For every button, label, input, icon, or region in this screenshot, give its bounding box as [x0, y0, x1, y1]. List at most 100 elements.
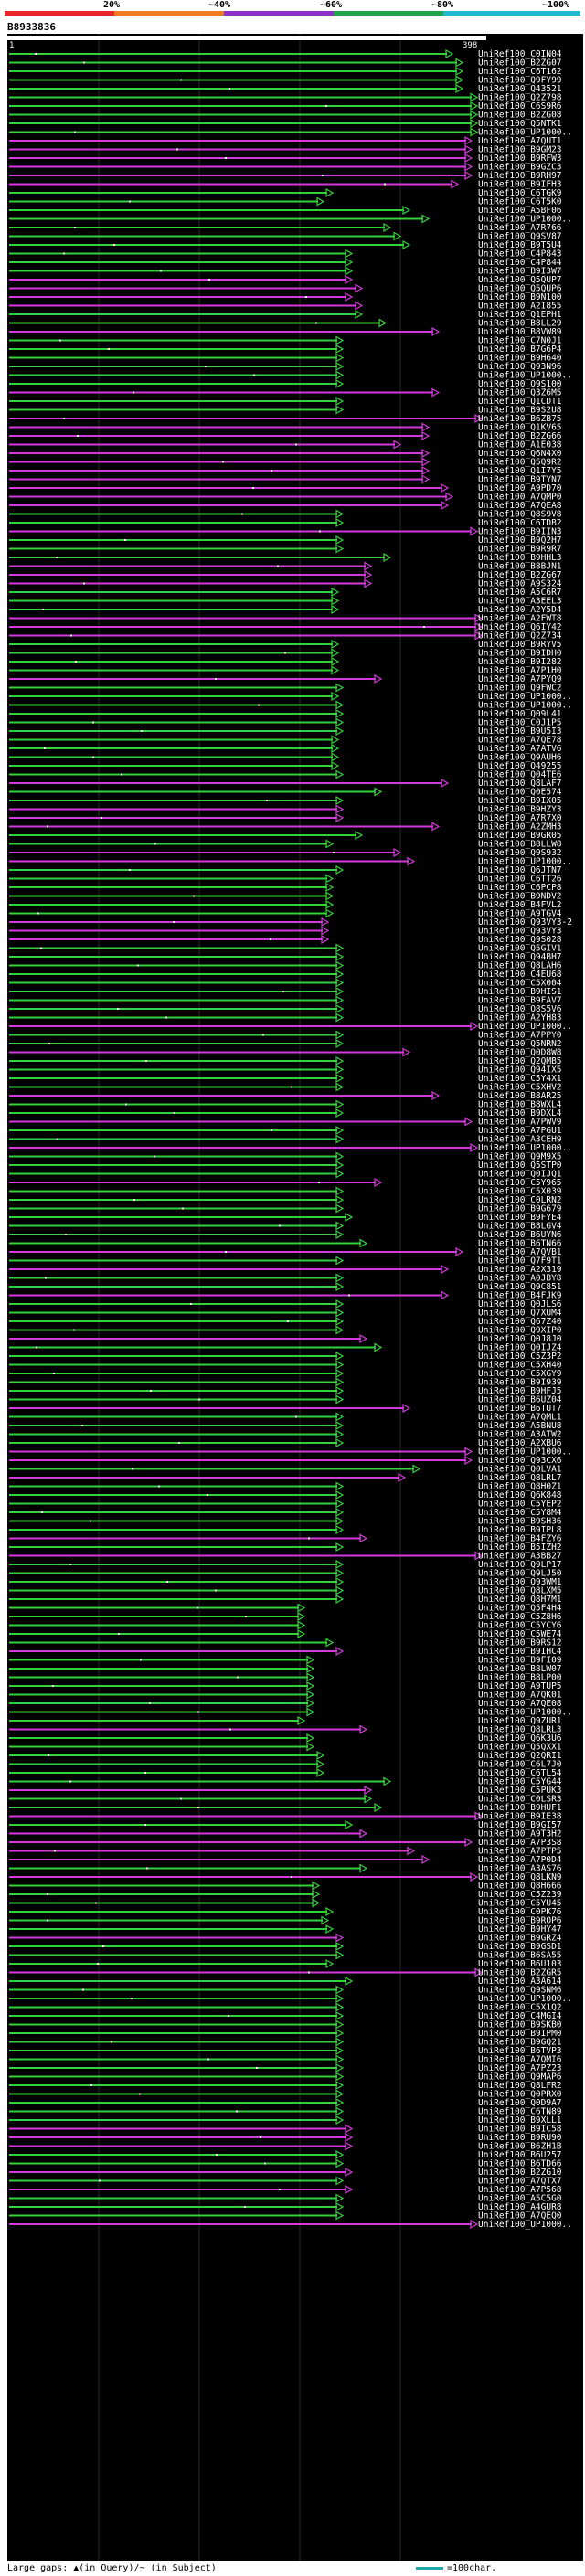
- hit-label[interactable]: UniRef100_A7QTX7: [478, 2177, 562, 2187]
- hit-row[interactable]: UniRef100_Q9FY99: [9, 75, 562, 86]
- hit-row[interactable]: UniRef100_A7QEA8: [9, 500, 562, 511]
- hit-row[interactable]: UniRef100_Q2QMB5: [9, 1055, 562, 1066]
- hit-label[interactable]: UniRef100_Q5STP0: [478, 1161, 562, 1171]
- hit-row[interactable]: UniRef100_B6TUT7: [9, 1403, 562, 1414]
- hit-row[interactable]: UniRef100_UP1000..: [9, 214, 572, 225]
- hit-label[interactable]: UniRef100_A1E038: [478, 440, 562, 451]
- hit-label[interactable]: UniRef100_Q2QMB5: [478, 1056, 562, 1066]
- hit-row[interactable]: UniRef100_Q93CX6: [9, 1455, 562, 1466]
- hit-label[interactable]: UniRef100_A9TGV4: [478, 909, 562, 919]
- hit-label[interactable]: UniRef100_B9RFW3: [478, 154, 562, 164]
- hit-row[interactable]: UniRef100_C5XGY9: [9, 1368, 562, 1379]
- hit-row[interactable]: UniRef100_Q9M9X5: [9, 1151, 562, 1162]
- hit-label[interactable]: UniRef100_Q0IJQ1: [478, 1170, 562, 1180]
- hit-label[interactable]: UniRef100_C5YU45: [478, 1899, 562, 1909]
- hit-row[interactable]: UniRef100_A7P0D4: [9, 1854, 562, 1865]
- hit-row[interactable]: UniRef100_C5Y965: [9, 1177, 562, 1188]
- hit-row[interactable]: UniRef100_B9HHL3: [9, 552, 562, 563]
- hit-row[interactable]: UniRef100_C5X1Q2: [9, 2002, 562, 2013]
- hit-label[interactable]: UniRef100_UP1000..: [478, 128, 572, 138]
- hit-label[interactable]: UniRef100_C5Y965: [478, 1178, 562, 1188]
- hit-label[interactable]: UniRef100_A7QVB1: [478, 1247, 562, 1257]
- hit-row[interactable]: UniRef100_B9HY47: [9, 1924, 562, 1935]
- hit-label[interactable]: UniRef100_A7QEQ0: [478, 2211, 562, 2221]
- hit-label[interactable]: UniRef100_B9IX05: [478, 796, 562, 806]
- hit-row[interactable]: UniRef100_B2ZGR5: [9, 1967, 562, 1978]
- hit-label[interactable]: UniRef100_Q43521: [478, 84, 562, 94]
- hit-label[interactable]: UniRef100_B4FJK9: [478, 1291, 562, 1301]
- hit-label[interactable]: UniRef100_B6UYN6: [478, 1230, 562, 1240]
- hit-row[interactable]: UniRef100_C5YEP2: [9, 1499, 562, 1510]
- hit-label[interactable]: UniRef100_Q2QRI1: [478, 1751, 562, 1761]
- hit-label[interactable]: UniRef100_B9HHL3: [478, 553, 562, 563]
- hit-row[interactable]: UniRef100_B2ZG10: [9, 2167, 562, 2178]
- hit-label[interactable]: UniRef100_B8LL29: [478, 319, 562, 329]
- hit-label[interactable]: UniRef100_B9RH97: [478, 171, 562, 181]
- hit-row[interactable]: UniRef100_Q5GIV1: [9, 943, 562, 954]
- hit-row[interactable]: UniRef100_C6TN89: [9, 2106, 562, 2117]
- hit-row[interactable]: UniRef100_B6U103: [9, 1958, 562, 1969]
- hit-label[interactable]: UniRef100_Q3Z6M5: [478, 388, 562, 398]
- hit-row[interactable]: UniRef100_B6TD66: [9, 2158, 562, 2169]
- hit-row[interactable]: UniRef100_A7P3S8: [9, 1837, 562, 1848]
- hit-row[interactable]: UniRef100_B4FVL2: [9, 899, 562, 910]
- hit-row[interactable]: UniRef100_B9RYV5: [9, 639, 562, 650]
- hit-label[interactable]: UniRef100_Q94IX5: [478, 1065, 562, 1076]
- hit-row[interactable]: UniRef100_C6TT26: [9, 874, 562, 885]
- hit-row[interactable]: UniRef100_B8LP00: [9, 1672, 562, 1683]
- hit-row[interactable]: UniRef100_UP1000..: [9, 856, 572, 867]
- hit-row[interactable]: UniRef100_B9RH97: [9, 170, 562, 181]
- hit-label[interactable]: UniRef100_UP1000..: [478, 857, 572, 867]
- hit-label[interactable]: UniRef100_Q04TE6: [478, 770, 562, 780]
- hit-label[interactable]: UniRef100_B9U5I3: [478, 726, 562, 737]
- hit-row[interactable]: UniRef100_Q0IJQ1: [9, 1169, 562, 1180]
- hit-row[interactable]: UniRef100_C6T162: [9, 66, 562, 77]
- hit-row[interactable]: UniRef100_Q67Z40: [9, 1316, 562, 1327]
- hit-row[interactable]: UniRef100_B2ZG08: [9, 110, 562, 121]
- hit-row[interactable]: UniRef100_A3EEL3: [9, 596, 562, 607]
- hit-label[interactable]: UniRef100_B6ZB75: [478, 414, 562, 424]
- hit-label[interactable]: UniRef100_Q0D8W8: [478, 1048, 562, 1058]
- hit-row[interactable]: UniRef100_B9RS12: [9, 1638, 562, 1648]
- hit-row[interactable]: UniRef100_Q8LRL7: [9, 1472, 562, 1483]
- hit-label[interactable]: UniRef100_C5Y4X1: [478, 1074, 562, 1084]
- hit-row[interactable]: UniRef100_A7QK01: [9, 1690, 562, 1701]
- hit-label[interactable]: UniRef100_Q8H7M1: [478, 1595, 562, 1605]
- hit-row[interactable]: UniRef100_A7P568: [9, 2184, 562, 2195]
- hit-row[interactable]: UniRef100_Q9SNM6: [9, 1985, 562, 1996]
- hit-row[interactable]: UniRef100_A7R766: [9, 222, 562, 233]
- hit-label[interactable]: UniRef100_A3BB27: [478, 1552, 562, 1562]
- hit-row[interactable]: UniRef100_Q5QUP6: [9, 283, 562, 294]
- hit-row[interactable]: UniRef100_B9FAV7: [9, 995, 562, 1006]
- hit-row[interactable]: UniRef100_Q1CDT1: [9, 396, 562, 407]
- hit-row[interactable]: UniRef100_Q0LVA1: [9, 1464, 562, 1475]
- hit-label[interactable]: UniRef100_A7P3S8: [478, 1838, 562, 1848]
- hit-label[interactable]: UniRef100_B9XLL1: [478, 2115, 562, 2125]
- hit-label[interactable]: UniRef100_B6U103: [478, 1959, 562, 1969]
- hit-label[interactable]: UniRef100_C6T5K0: [478, 197, 562, 207]
- hit-label[interactable]: UniRef100_Q93VY3-2: [478, 917, 572, 928]
- hit-label[interactable]: UniRef100_UP1000..: [478, 692, 572, 702]
- hit-row[interactable]: UniRef100_Q8LAF7: [9, 778, 562, 789]
- hit-row[interactable]: UniRef100_Q5STP0: [9, 1160, 562, 1171]
- hit-label[interactable]: UniRef100_B2ZG67: [478, 570, 562, 580]
- hit-row[interactable]: UniRef100_Q2QRI1: [9, 1750, 562, 1761]
- hit-label[interactable]: UniRef100_B8WXL4: [478, 1100, 562, 1110]
- hit-row[interactable]: UniRef100_A7QTX7: [9, 2176, 562, 2187]
- hit-row[interactable]: UniRef100_B6ZB75: [9, 413, 562, 424]
- hit-row[interactable]: UniRef100_Q5Q9R2: [9, 457, 562, 468]
- hit-label[interactable]: UniRef100_Q9S100: [478, 379, 562, 389]
- hit-label[interactable]: UniRef100_Q6K848: [478, 1490, 562, 1500]
- hit-row[interactable]: UniRef100_B2ZG66: [9, 430, 562, 441]
- hit-label[interactable]: UniRef100_Q8LAH6: [478, 961, 562, 971]
- hit-row[interactable]: UniRef100_B9H640: [9, 353, 562, 364]
- hit-label[interactable]: UniRef100_Q8S9V8: [478, 510, 562, 520]
- hit-row[interactable]: UniRef100_A2FWT8: [9, 613, 562, 624]
- hit-label[interactable]: UniRef100_UP1000..: [478, 1022, 572, 1032]
- hit-label[interactable]: UniRef100_B9I3W7: [478, 267, 562, 277]
- hit-label[interactable]: UniRef100_Q8LKN9: [478, 1872, 562, 1882]
- hit-row[interactable]: UniRef100_B8LL29: [9, 318, 562, 329]
- hit-label[interactable]: UniRef100_A7P568: [478, 2185, 562, 2195]
- hit-row[interactable]: UniRef100_Q93N96: [9, 361, 562, 372]
- hit-label[interactable]: UniRef100_C4P843: [478, 249, 562, 260]
